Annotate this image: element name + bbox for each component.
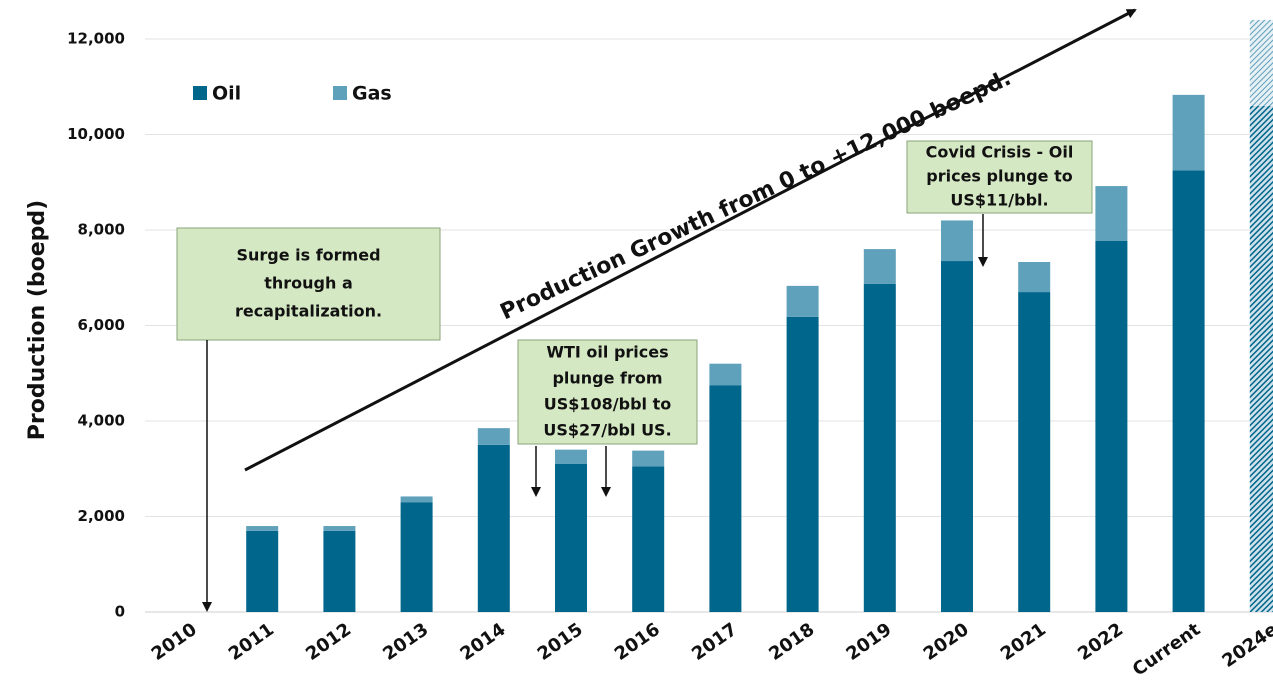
bar-segment — [323, 530, 356, 612]
bar-segment — [632, 466, 665, 612]
bar-segment — [863, 249, 896, 284]
x-tick-label: 2019 — [842, 619, 895, 665]
annotation-text: recapitalization. — [235, 302, 382, 321]
bar-segment — [709, 385, 742, 612]
annotation-text: WTI oil prices — [546, 343, 668, 362]
bar-segment — [555, 463, 587, 612]
y-tick-label: 6,000 — [78, 316, 125, 334]
x-tick-label: 2011 — [225, 619, 278, 665]
annotation-text: Covid Crisis - Oil — [926, 143, 1074, 162]
bar-segment — [1018, 292, 1051, 612]
x-tick-label: 2013 — [379, 619, 432, 665]
x-tick-label: 2021 — [997, 619, 1050, 665]
bar-segment — [1249, 19, 1273, 106]
annotation-text: US$27/bbl US. — [543, 421, 671, 440]
bar-segment — [323, 526, 356, 531]
x-tick-label: 2010 — [148, 619, 201, 665]
bar-segment — [632, 450, 665, 467]
bar-segment — [863, 283, 896, 612]
y-tick-label: 4,000 — [78, 412, 125, 430]
legend-swatch — [333, 86, 347, 100]
annotation-text: US$108/bbl to — [544, 395, 672, 414]
x-tick-label: 2014 — [456, 619, 509, 665]
annotation-box — [517, 339, 698, 445]
x-tick-label: 2012 — [302, 619, 355, 665]
x-tick-label: 2016 — [611, 619, 664, 665]
bar-segment — [709, 363, 742, 386]
bar-segment — [246, 530, 279, 612]
y-tick-label: 0 — [115, 603, 125, 621]
bar-segment — [941, 220, 973, 262]
bar-segment — [1095, 186, 1128, 241]
annotation-text: Surge is formed — [236, 246, 380, 265]
annotation-box — [176, 227, 441, 341]
bar-segment — [1172, 94, 1205, 171]
annotation-box — [906, 140, 1093, 214]
bar-segment — [786, 285, 819, 317]
y-tick-label: 8,000 — [78, 221, 125, 239]
annotation-text: plunge from — [552, 369, 662, 388]
bar-segment — [786, 316, 819, 612]
bar-segment — [400, 502, 433, 612]
bar-segment — [1095, 240, 1128, 613]
bar-segment — [1249, 105, 1273, 612]
legend-swatch — [193, 86, 207, 100]
y-tick-label: 2,000 — [78, 507, 125, 525]
x-tick-label: 2022 — [1074, 619, 1127, 665]
y-tick-label: 12,000 — [67, 30, 125, 48]
x-tick-label: 2017 — [688, 619, 741, 665]
annotation-text: prices plunge to — [926, 167, 1073, 186]
x-tick-label: Current — [1129, 619, 1205, 681]
y-axis-label: Production (boepd) — [25, 200, 50, 440]
legend-label: Gas — [352, 83, 392, 105]
x-tick-label: 2020 — [920, 619, 973, 665]
bar-segment — [477, 428, 510, 445]
x-tick-label: 2015 — [534, 619, 587, 665]
bar-segment — [1172, 170, 1205, 612]
bar-segment — [941, 261, 973, 612]
x-tick-label: 2018 — [765, 619, 818, 665]
bar-segment — [246, 526, 279, 531]
annotation-text: through a — [264, 274, 353, 293]
legend-label: Oil — [212, 83, 241, 105]
annotation-text: US$11/bbl. — [950, 191, 1048, 210]
bar-segment — [1018, 261, 1051, 293]
growth-arrow — [244, 8, 1137, 472]
bar-segment — [555, 449, 587, 464]
bar-segment — [477, 444, 510, 612]
x-tick-label: 2024e — [1218, 619, 1273, 672]
y-tick-label: 10,000 — [67, 125, 125, 143]
bar-segment — [400, 496, 433, 503]
